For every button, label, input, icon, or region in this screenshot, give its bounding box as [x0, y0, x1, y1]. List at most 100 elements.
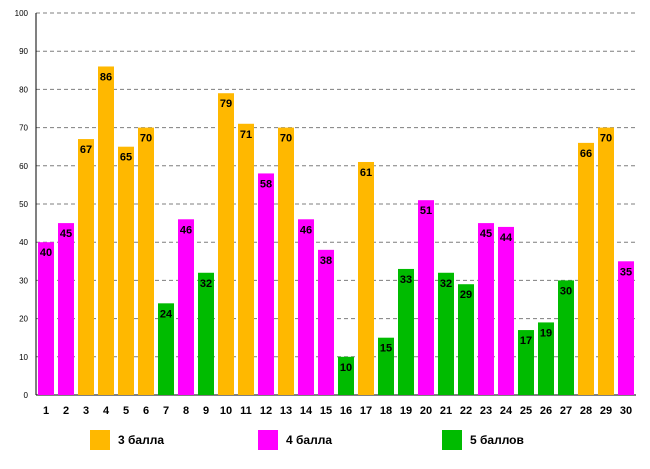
bar: [58, 223, 74, 395]
x-tick-label: 9: [203, 405, 209, 417]
x-tick-label: 25: [520, 405, 532, 417]
x-tick-label: 15: [320, 405, 332, 417]
data-label: 45: [60, 228, 72, 240]
x-tick-label: 11: [240, 405, 252, 417]
x-tick-label: 24: [500, 405, 513, 417]
data-label: 35: [620, 266, 632, 278]
x-tick-label: 7: [163, 405, 169, 417]
data-label: 70: [140, 133, 152, 145]
bar: [218, 93, 234, 395]
bar: [158, 303, 174, 395]
bar: [178, 219, 194, 395]
data-label: 32: [440, 278, 452, 290]
legend-label-3: 3 балла: [118, 433, 165, 447]
y-tick-label: 0: [24, 391, 29, 400]
x-tick-label: 2: [63, 405, 69, 417]
legend-swatch-4: [258, 430, 278, 450]
bar: [618, 261, 634, 395]
x-tick-label: 28: [580, 405, 592, 417]
x-tick-label: 12: [260, 405, 272, 417]
data-label: 79: [220, 98, 232, 110]
bar: [358, 161, 374, 395]
x-tick-label: 16: [340, 405, 352, 417]
x-tick-label: 21: [440, 405, 452, 417]
data-label: 44: [500, 232, 513, 244]
bar: [478, 223, 494, 395]
y-tick-label: 50: [19, 200, 28, 209]
x-tick-label: 5: [123, 405, 129, 417]
x-tick-label: 8: [183, 405, 189, 417]
y-tick-label: 70: [19, 124, 28, 133]
bar: [38, 242, 54, 395]
x-tick-label: 22: [460, 405, 472, 417]
y-tick-label: 80: [19, 85, 28, 94]
legend-item-5: 5 баллов: [442, 429, 524, 451]
bar: [498, 226, 514, 395]
bar: [198, 272, 214, 395]
x-tick-label: 4: [103, 405, 110, 417]
y-tick-label: 40: [19, 238, 28, 247]
x-tick-label: 1: [43, 405, 49, 417]
legend-swatch-3: [90, 430, 110, 450]
y-tick-label: 10: [19, 353, 28, 362]
bar: [278, 127, 294, 395]
legend-swatch-5: [442, 430, 462, 450]
x-tick-label: 13: [280, 405, 292, 417]
y-tick-label: 60: [19, 162, 28, 171]
data-label: 29: [460, 289, 472, 301]
bar: [258, 173, 274, 395]
bar: [418, 200, 434, 395]
data-label: 61: [360, 167, 372, 179]
bar: [518, 330, 534, 395]
bar: [398, 268, 414, 395]
bar: [578, 142, 594, 395]
x-tick-label: 23: [480, 405, 492, 417]
data-label: 86: [100, 71, 112, 83]
y-tick-label: 30: [19, 276, 28, 285]
data-label: 32: [200, 278, 212, 290]
data-label: 45: [480, 228, 492, 240]
y-tick-label: 20: [19, 315, 28, 324]
data-label: 71: [240, 129, 252, 141]
x-tick-label: 27: [560, 405, 572, 417]
x-tick-label: 10: [220, 405, 232, 417]
data-label: 24: [160, 308, 173, 320]
x-tick-label: 26: [540, 405, 552, 417]
data-label: 66: [580, 148, 592, 160]
bar: [598, 127, 614, 395]
bar: [98, 66, 114, 395]
data-label: 30: [560, 285, 572, 297]
bar: [318, 249, 334, 395]
legend-item-3: 3 балла: [90, 429, 164, 451]
x-tick-label: 3: [83, 405, 89, 417]
data-label: 46: [300, 224, 312, 236]
data-label: 33: [400, 274, 412, 286]
data-label: 10: [340, 362, 352, 374]
data-label: 67: [80, 144, 92, 156]
y-tick-label: 100: [15, 9, 29, 18]
x-tick-label: 30: [620, 405, 632, 417]
x-tick-label: 17: [360, 405, 372, 417]
bar: [378, 337, 394, 395]
data-label: 58: [260, 178, 272, 190]
data-label: 70: [280, 133, 292, 145]
bar: [338, 356, 354, 395]
legend-label-5: 5 баллов: [470, 433, 524, 447]
bar: [238, 123, 254, 395]
data-label: 17: [520, 335, 532, 347]
x-tick-label: 6: [143, 405, 149, 417]
bar: [118, 146, 134, 395]
data-label: 65: [120, 152, 132, 164]
bar: [458, 284, 474, 395]
bar: [138, 127, 154, 395]
bar: [538, 322, 554, 395]
data-label: 70: [600, 133, 612, 145]
x-tick-label: 19: [400, 405, 412, 417]
legend-item-4: 4 балла: [258, 429, 332, 451]
x-tick-label: 14: [300, 405, 313, 417]
x-tick-label: 29: [600, 405, 612, 417]
bar: [78, 139, 94, 395]
bar: [558, 280, 574, 395]
legend-label-4: 4 балла: [286, 433, 333, 447]
